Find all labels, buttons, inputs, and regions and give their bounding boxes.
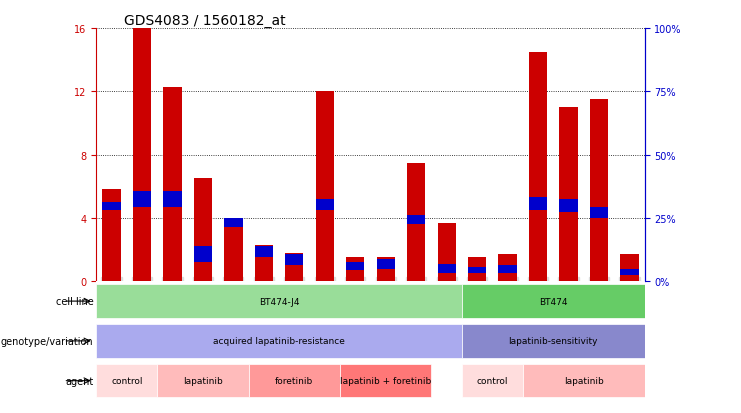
Bar bbox=[590, 207, 608, 218]
Text: lapatinib + foretinib: lapatinib + foretinib bbox=[340, 376, 431, 385]
Bar bbox=[559, 199, 578, 212]
FancyBboxPatch shape bbox=[462, 324, 645, 358]
Bar bbox=[468, 258, 486, 282]
Bar bbox=[225, 221, 242, 282]
Bar bbox=[285, 255, 304, 266]
Text: acquired lapatinib-resistance: acquired lapatinib-resistance bbox=[213, 337, 345, 346]
Text: lapatinib-sensitivity: lapatinib-sensitivity bbox=[508, 337, 598, 346]
FancyBboxPatch shape bbox=[157, 364, 249, 397]
Bar bbox=[376, 258, 395, 282]
Bar bbox=[407, 163, 425, 282]
Text: agent: agent bbox=[65, 376, 93, 386]
Bar bbox=[255, 245, 273, 282]
Bar bbox=[255, 247, 273, 258]
Bar bbox=[590, 100, 608, 282]
Bar bbox=[407, 215, 425, 225]
Bar bbox=[102, 190, 121, 282]
Bar bbox=[194, 179, 212, 282]
Text: control: control bbox=[476, 376, 508, 385]
FancyBboxPatch shape bbox=[462, 285, 645, 318]
Bar bbox=[499, 255, 516, 282]
Bar bbox=[437, 264, 456, 274]
FancyBboxPatch shape bbox=[249, 364, 340, 397]
Bar bbox=[225, 218, 242, 228]
Text: lapatinib: lapatinib bbox=[183, 376, 223, 385]
Bar bbox=[133, 192, 151, 207]
Bar bbox=[620, 269, 639, 275]
FancyBboxPatch shape bbox=[96, 285, 462, 318]
FancyBboxPatch shape bbox=[96, 324, 462, 358]
Text: genotype/variation: genotype/variation bbox=[1, 336, 93, 346]
Bar bbox=[133, 29, 151, 282]
Bar bbox=[285, 253, 304, 282]
Text: BT474: BT474 bbox=[539, 297, 568, 306]
Bar bbox=[346, 258, 365, 282]
Bar bbox=[346, 263, 365, 271]
Bar bbox=[376, 259, 395, 269]
Bar bbox=[529, 52, 547, 282]
FancyBboxPatch shape bbox=[340, 364, 431, 397]
Bar bbox=[316, 199, 334, 211]
Bar bbox=[102, 203, 121, 211]
FancyBboxPatch shape bbox=[462, 364, 523, 397]
Bar bbox=[194, 247, 212, 263]
Bar bbox=[620, 255, 639, 282]
Text: lapatinib: lapatinib bbox=[564, 376, 604, 385]
Text: BT474-J4: BT474-J4 bbox=[259, 297, 299, 306]
Bar bbox=[437, 223, 456, 282]
Bar bbox=[163, 192, 182, 207]
Text: control: control bbox=[111, 376, 142, 385]
Bar bbox=[468, 267, 486, 274]
Bar bbox=[163, 87, 182, 282]
Bar bbox=[499, 266, 516, 274]
FancyBboxPatch shape bbox=[523, 364, 645, 397]
FancyBboxPatch shape bbox=[96, 364, 157, 397]
Bar bbox=[316, 92, 334, 282]
Bar bbox=[559, 108, 578, 282]
Text: foretinib: foretinib bbox=[275, 376, 313, 385]
Text: GDS4083 / 1560182_at: GDS4083 / 1560182_at bbox=[124, 14, 285, 28]
Text: cell line: cell line bbox=[56, 297, 93, 306]
Bar bbox=[529, 198, 547, 211]
